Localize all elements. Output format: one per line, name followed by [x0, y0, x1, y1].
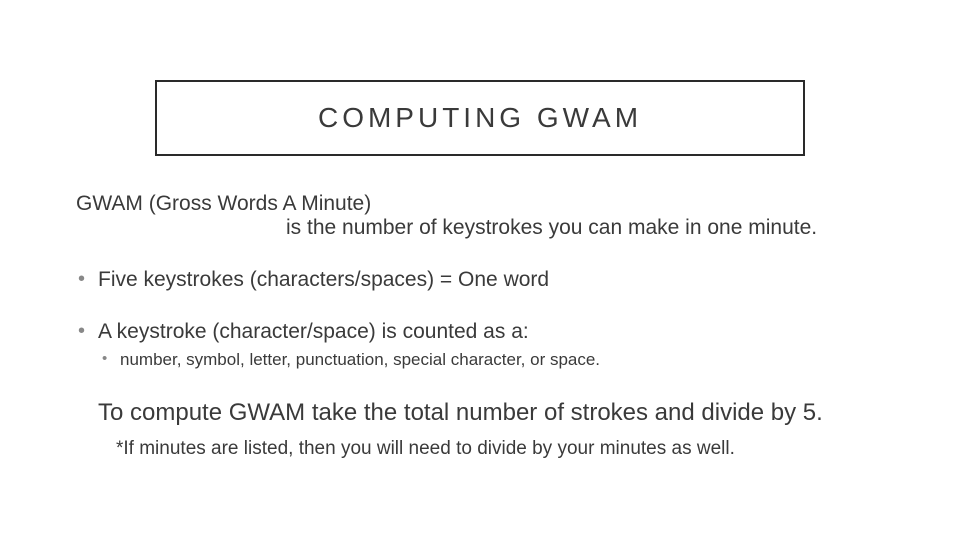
footnote: *If minutes are listed, then you will ne… — [116, 438, 884, 460]
bullet-item-2: A keystroke (character/space) is counted… — [76, 320, 884, 370]
slide-title: COMPUTING GWAM — [167, 102, 793, 134]
bullet-list: Five keystrokes (characters/spaces) = On… — [76, 268, 884, 370]
definition-line-2: is the number of keystrokes you can make… — [76, 216, 884, 240]
definition-line-1: GWAM (Gross Words A Minute) — [76, 192, 884, 216]
bullet-item-2-text: A keystroke (character/space) is counted… — [98, 320, 529, 343]
compute-instruction: To compute GWAM take the total number of… — [98, 398, 874, 428]
title-box: COMPUTING GWAM — [155, 80, 805, 156]
sub-bullet-list: number, symbol, letter, punctuation, spe… — [98, 350, 884, 370]
slide: COMPUTING GWAM GWAM (Gross Words A Minut… — [0, 0, 960, 540]
sub-bullet-item: number, symbol, letter, punctuation, spe… — [98, 350, 884, 370]
bullet-item-1: Five keystrokes (characters/spaces) = On… — [76, 268, 884, 292]
